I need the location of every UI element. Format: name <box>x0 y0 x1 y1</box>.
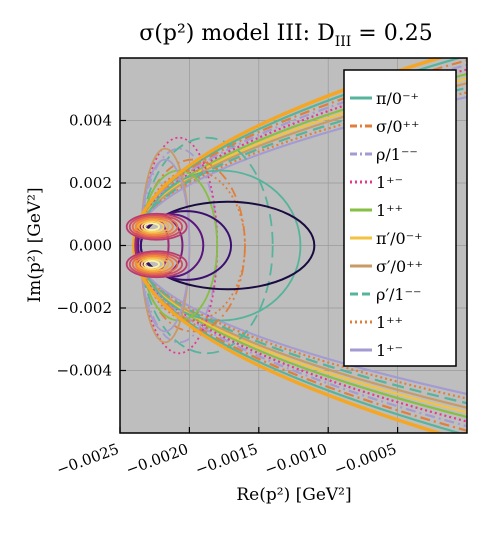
peak-1-contour-5 <box>137 219 170 235</box>
y-tick-label: 0.004 <box>69 112 112 130</box>
legend-label-9: 1⁺⁺ <box>376 313 403 332</box>
peak-2-contour-4 <box>134 255 174 274</box>
legend-label-1: π/0⁻⁺ <box>376 89 419 108</box>
legend-label-8: ρ′/1⁻⁻ <box>376 285 422 304</box>
peak-2-contour-7 <box>143 259 160 269</box>
peak-1-contour-3 <box>131 216 179 238</box>
legend-label-2: σ/0⁺⁺ <box>376 117 419 136</box>
x-tick-label: −0.0020 <box>123 440 190 479</box>
boundary-curve <box>132 58 445 433</box>
peak-2-contour-3 <box>131 253 179 275</box>
legend-label-7: σ′/0⁺⁺ <box>376 257 423 276</box>
x-tick-label: −0.0010 <box>262 440 329 479</box>
legend-label-5: 1⁺⁺ <box>376 201 403 220</box>
y-tick-label: 0.000 <box>69 237 112 255</box>
legend-box <box>343 69 457 367</box>
y-axis-label: Im(p²) [GeV²] <box>25 187 45 302</box>
legend-label-3: ρ/1⁻⁻ <box>376 145 418 164</box>
contour-line-2 <box>139 210 233 281</box>
x-tick-label: −0.0015 <box>193 440 260 479</box>
chart-title: σ(p²) model III: DIII = 0.25 <box>139 21 432 50</box>
series-2-parabola <box>133 59 467 432</box>
contour-line-3 <box>137 213 205 278</box>
series-layer <box>132 58 467 433</box>
peak-1-contour-1 <box>125 212 188 241</box>
peak-1-contour-6 <box>140 220 165 233</box>
x-axis-ticks: −0.0025 −0.0020 −0.0015 −0.0010 −0.0005 <box>54 427 399 479</box>
y-tick-label: −0.004 <box>56 362 112 380</box>
legend-label-6: π′/0⁻⁺ <box>376 229 423 248</box>
y-tick-label: 0.002 <box>69 174 112 192</box>
legend: π/0⁻⁺ σ/0⁺⁺ ρ/1⁻⁻ 1⁺⁻ 1⁺⁺ π′/0⁻⁺ σ′/0⁺⁺ ρ′/1⁻⁻ 1… <box>343 69 457 367</box>
peak-1-contour-4 <box>134 217 174 236</box>
legend-label-10: 1⁺⁻ <box>376 341 403 360</box>
peak-2-contour-6 <box>140 258 165 271</box>
x-axis-label: Re(p²) [GeV²] <box>236 485 351 505</box>
legend-label-4: 1⁺⁻ <box>376 173 403 192</box>
peak-1-contour-2 <box>128 214 183 240</box>
y-axis-ticks: 0.004 0.002 0.000 −0.002 −0.004 <box>56 112 126 380</box>
peak-2-contour-1 <box>125 250 188 279</box>
peak-2-contour-2 <box>128 251 183 277</box>
contour-layer <box>125 200 316 291</box>
peak-2-contour-5 <box>137 256 170 272</box>
x-tick-label: −0.0025 <box>54 440 121 479</box>
y-tick-label: −0.002 <box>56 299 112 317</box>
peak-1-contour-7 <box>143 222 160 232</box>
x-tick-label: −0.0005 <box>332 440 399 479</box>
